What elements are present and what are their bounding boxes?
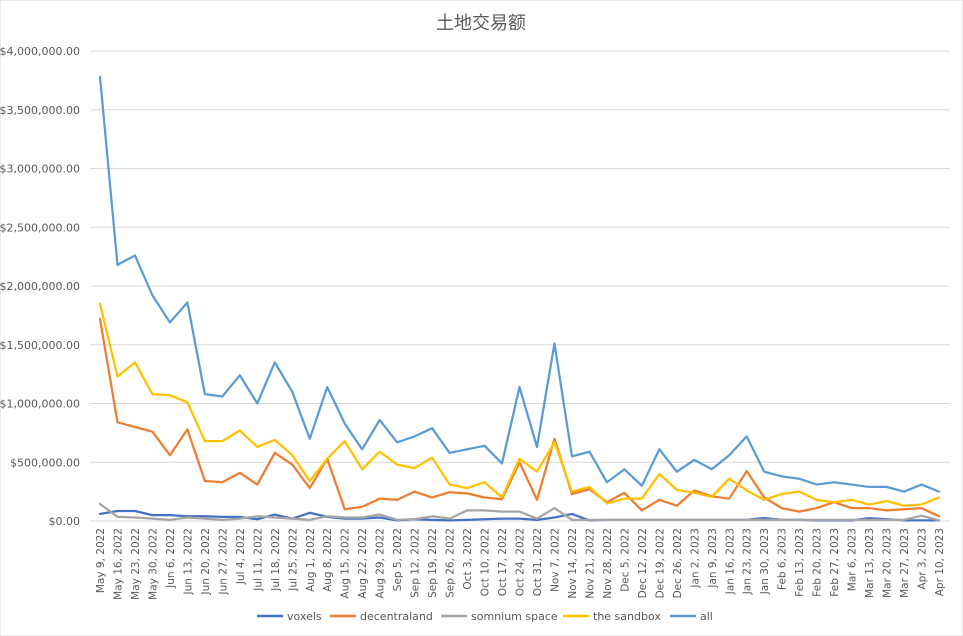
x-tick-label: Nov 14, 2022 [567, 528, 579, 599]
chart-title: 土地交易额 [436, 13, 526, 34]
y-tick-label: $1,500,000.00 [0, 339, 80, 352]
series-line-somnium-space [98, 502, 941, 522]
x-tick-label: Jan 2, 2023 [689, 528, 701, 589]
x-tick-label: Jun 27, 2022 [217, 528, 229, 596]
x-tick-label: Feb 27, 2023 [829, 528, 841, 597]
x-tick-label: May 30, 2022 [147, 528, 159, 600]
x-tick-label: Sep 5, 2022 [392, 528, 404, 591]
x-tick-label: Oct 17, 2022 [497, 528, 509, 596]
x-tick-label: Dec 12, 2022 [637, 528, 649, 598]
legend-label: all [700, 610, 713, 623]
x-tick-label: Jun 20, 2022 [200, 528, 212, 596]
x-axis-ticks: May 9, 2022 May 16, 2022 May 23, 2022 May 3… [95, 528, 946, 600]
x-tick-label: Jul 25, 2022 [287, 528, 299, 592]
x-tick-label: May 9, 2022 [95, 528, 107, 593]
x-tick-label: Dec 19, 2022 [654, 528, 666, 598]
legend-label: the sandbox [593, 610, 661, 623]
y-tick-label: $3,000,000.00 [0, 163, 80, 176]
x-tick-label: Oct 3, 2022 [462, 528, 474, 590]
x-tick-label: Jul 4, 2022 [235, 528, 247, 585]
y-tick-label: $4,000,000.00 [0, 45, 80, 58]
x-tick-label: Jun 6, 2022 [165, 528, 177, 589]
y-tick-label: $1,000,000.00 [0, 398, 80, 411]
x-tick-label: Sep 12, 2022 [410, 528, 422, 598]
x-tick-label: Dec 5, 2022 [619, 528, 631, 592]
legend-label: somnium space [471, 610, 558, 623]
x-tick-label: Mar 6, 2023 [847, 528, 859, 591]
x-tick-label: Dec 26, 2022 [672, 528, 684, 598]
x-tick-label: Jan 16, 2023 [724, 528, 736, 595]
x-tick-label: Jul 18, 2022 [270, 528, 282, 592]
x-tick-label: Aug 1, 2022 [305, 528, 317, 592]
y-tick-label: $2,500,000.00 [0, 221, 80, 234]
x-tick-label: Nov 21, 2022 [584, 528, 596, 599]
legend-label: decentraland [360, 610, 433, 623]
x-tick-label: Nov 28, 2022 [602, 528, 614, 599]
series-line-decentraland [98, 317, 941, 518]
x-tick-label: Feb 6, 2023 [777, 528, 789, 590]
x-tick-label: Jan 23, 2023 [742, 528, 754, 595]
x-tick-label: May 23, 2022 [130, 528, 142, 600]
series-line-all [98, 75, 941, 493]
x-tick-label: Nov 7, 2022 [549, 528, 561, 592]
x-tick-label: May 16, 2022 [112, 528, 124, 600]
x-tick-label: Sep 26, 2022 [445, 528, 457, 598]
x-tick-label: Aug 29, 2022 [375, 528, 387, 599]
x-tick-label: Aug 22, 2022 [357, 528, 369, 599]
x-tick-label: Oct 31, 2022 [532, 528, 544, 596]
x-tick-label: Feb 13, 2023 [794, 528, 806, 597]
y-axis-ticks: $0.00 $500,000.00 $1,000,000.00 $1,500,000.… [0, 45, 80, 528]
x-tick-label: Jul 11, 2022 [252, 528, 264, 592]
x-tick-label: Mar 13, 2023 [864, 528, 876, 598]
legend: voxels decentraland somnium space the sandb… [257, 610, 713, 623]
x-tick-label: Oct 24, 2022 [515, 528, 527, 596]
series-line-the-sandbox [98, 302, 941, 507]
x-tick-label: Oct 10, 2022 [480, 528, 492, 596]
y-tick-label: $3,500,000.00 [0, 104, 80, 117]
x-tick-label: Jan 30, 2023 [759, 528, 771, 595]
series-lines [98, 75, 941, 522]
x-tick-label: Jun 13, 2022 [182, 528, 194, 596]
x-tick-label: Mar 20, 2023 [882, 528, 894, 598]
x-tick-label: Apr 10, 2023 [934, 528, 946, 596]
x-tick-label: Aug 15, 2022 [340, 528, 352, 599]
y-tick-label: $500,000.00 [10, 456, 80, 469]
y-tick-label: $2,000,000.00 [0, 280, 80, 293]
x-tick-label: Mar 27, 2023 [899, 528, 911, 598]
x-tick-label: Sep 19, 2022 [427, 528, 439, 598]
y-tick-label: $0.00 [49, 515, 81, 528]
legend-label: voxels [287, 610, 322, 623]
x-tick-label: Jan 9, 2023 [707, 528, 719, 589]
x-tick-label: Feb 20, 2023 [812, 528, 824, 597]
x-tick-label: Apr 3, 2023 [917, 528, 929, 590]
x-tick-label: Aug 8, 2022 [322, 528, 334, 592]
